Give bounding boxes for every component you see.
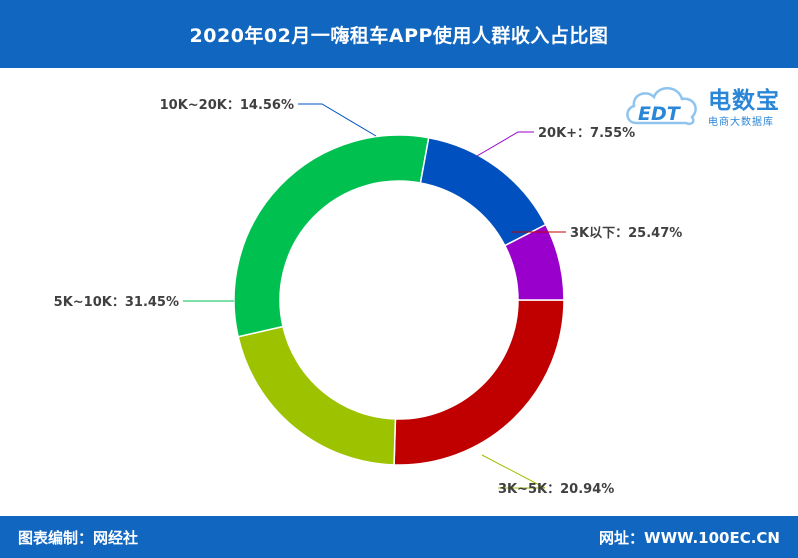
donut-slice	[393, 299, 565, 466]
edt-logo: EDT 电数宝 电商大数据库	[622, 75, 792, 137]
cloud-logo-icon: EDT	[626, 87, 697, 125]
logo-name: 电数宝	[708, 88, 780, 114]
donut-slice	[237, 325, 397, 466]
slice-label: 10K~20K：14.56%	[160, 98, 294, 113]
leader-line	[298, 103, 377, 137]
chart-title: 2020年02月一嗨租车APP使用人群收入占比图	[189, 24, 609, 47]
leader-line	[481, 454, 546, 489]
chart-header: 2020年02月一嗨租车APP使用人群收入占比图	[0, 0, 798, 68]
logo-mark-text: EDT	[638, 103, 682, 125]
donut-slice	[233, 134, 430, 338]
slice-label: 3K以下：25.47%	[570, 226, 682, 241]
slice-label: 3K~5K：20.94%	[498, 482, 614, 497]
logo-subtitle: 电商大数据库	[708, 117, 774, 128]
chart-area: 3K以下：25.47% 3K~5K：20.94% 5K~10K：31.45% 10K~…	[0, 68, 798, 516]
website-url: 网址：WWW.100EC.CN	[599, 529, 780, 547]
source-credit: 图表编制：网经社	[18, 529, 139, 547]
donut-chart: 3K以下：25.47% 3K~5K：20.94% 5K~10K：31.45% 10K~…	[54, 98, 683, 497]
leader-line	[476, 131, 534, 157]
slice-label: 5K~10K：31.45%	[54, 295, 179, 310]
slice-label: 20K+：7.55%	[538, 126, 635, 141]
donut-slice	[419, 136, 547, 247]
donut-slice	[503, 223, 565, 301]
chart-footer: 图表编制：网经社 网址：WWW.100EC.CN	[0, 516, 798, 558]
